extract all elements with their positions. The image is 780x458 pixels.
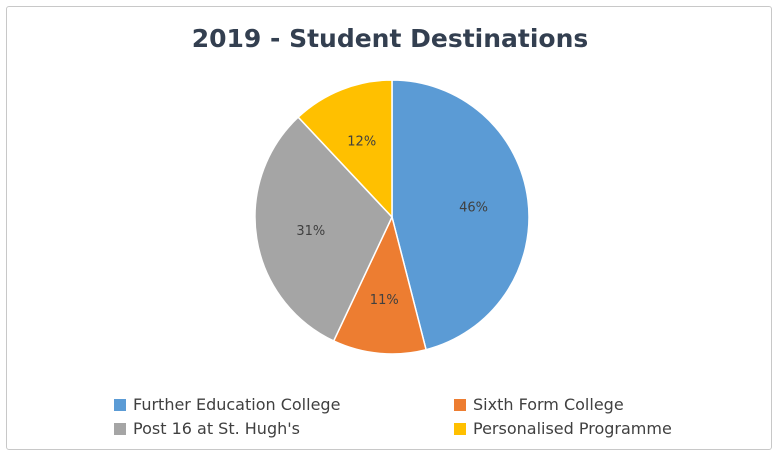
legend-item-sixth-form-college: Sixth Form College bbox=[454, 395, 624, 414]
data-label: 12% bbox=[347, 135, 376, 150]
pie-slice-further-education-college bbox=[391, 79, 530, 351]
legend-item-post-16-at-st-hughs: Post 16 at St. Hugh's bbox=[114, 419, 300, 438]
legend-swatch bbox=[454, 398, 466, 411]
data-label: 31% bbox=[296, 224, 325, 239]
legend-label: Post 16 at St. Hugh's bbox=[133, 419, 300, 438]
legend-item-personalised-programme: Personalised Programme bbox=[454, 419, 672, 438]
data-label: 11% bbox=[370, 293, 399, 308]
legend-swatch bbox=[454, 422, 466, 435]
legend-swatch bbox=[114, 398, 126, 411]
pie-slice-personalised-programme bbox=[297, 79, 393, 219]
legend-item-further-education-college: Further Education College bbox=[114, 395, 340, 414]
legend-label: Sixth Form College bbox=[473, 395, 624, 414]
data-label: 46% bbox=[459, 201, 488, 216]
legend-label: Personalised Programme bbox=[473, 419, 672, 438]
pie-slice-sixth-form-college bbox=[332, 214, 427, 355]
legend-swatch bbox=[114, 422, 126, 435]
legend-label: Further Education College bbox=[133, 395, 341, 414]
pie-slice-post-16-at-st-hugh-s bbox=[254, 116, 393, 342]
chart-title: 2019 - Student Destinations bbox=[191, 24, 589, 53]
